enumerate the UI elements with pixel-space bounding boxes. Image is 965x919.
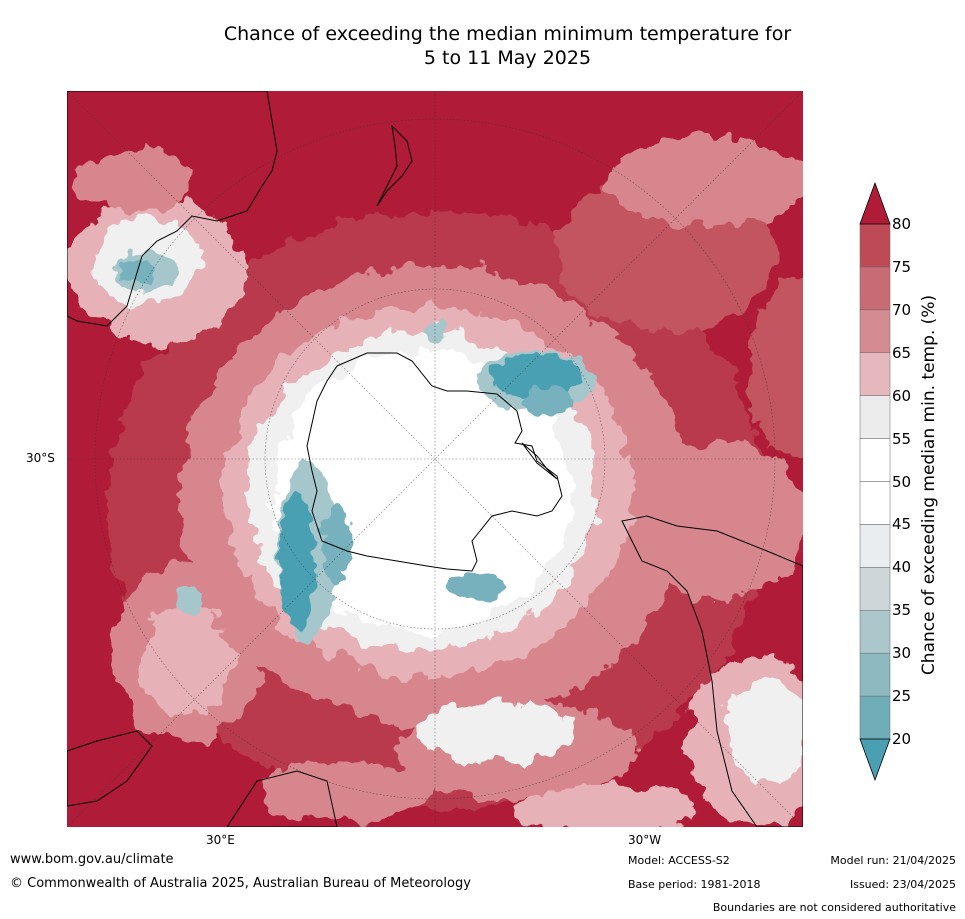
colorbar-segment	[859, 652, 891, 697]
issued-text: Issued: 23/04/2025	[849, 878, 956, 891]
antarctica-outline	[306, 352, 563, 572]
website-text: www.bom.gov.au/climate	[10, 852, 174, 867]
title-line-2: 5 to 11 May 2025	[423, 47, 592, 69]
lon-label-30w: 30°W	[628, 833, 662, 847]
colorbar-segment	[859, 266, 891, 311]
antarctic-peninsula-outline	[521, 442, 558, 480]
colorbar-segment	[859, 524, 891, 568]
colorbar-segment	[859, 438, 891, 482]
coastlines	[67, 91, 803, 827]
colorbar-tick-label: 35	[892, 601, 912, 620]
new-zealand-outline	[376, 124, 413, 207]
colorbar	[859, 181, 891, 782]
colorbar-tick-label: 30	[892, 644, 912, 663]
colorbar-tick-label: 75	[892, 257, 912, 276]
colorbar-segment	[859, 610, 891, 654]
probability-map	[67, 91, 803, 827]
model-text: Model: ACCESS-S2	[628, 854, 730, 867]
colorbar-tick-label: 25	[892, 687, 912, 706]
colorbar-segment	[859, 395, 891, 439]
colorbar-tick-label: 50	[892, 472, 912, 491]
lat-label-30s: 30°S	[26, 451, 55, 465]
disclaimer-text: Boundaries are not considered authoritat…	[712, 901, 956, 914]
colorbar-tick-label: 40	[892, 558, 912, 577]
low-probability-regions	[117, 251, 597, 641]
title-line-1: Chance of exceeding the median minimum t…	[223, 23, 792, 45]
africa-south-outline	[226, 770, 338, 827]
south-america-outline	[621, 515, 803, 827]
colorbar-tick-label: 70	[892, 300, 912, 319]
colorbar-tick-label: 55	[892, 429, 912, 448]
copyright-text: © Commonwealth of Australia 2025, Austra…	[10, 876, 471, 891]
australia-outline	[67, 91, 278, 327]
colorbar-top-arrow	[859, 181, 891, 225]
lon-label-30e: 30°E	[206, 833, 235, 847]
colorbar-tick-label: 60	[892, 386, 912, 405]
colorbar-segment	[859, 309, 891, 353]
colorbar-label: Chance of exceeding median min. temp. (%…	[919, 294, 939, 676]
colorbar-segment	[859, 567, 891, 611]
colorbar-bottom-arrow	[859, 738, 891, 782]
model-run-text: Model run: 21/04/2025	[830, 854, 956, 867]
colorbar-segment	[859, 695, 891, 740]
colorbar-tick-label: 20	[892, 730, 912, 748]
base-period-text: Base period: 1981-2018	[628, 878, 761, 891]
graticule	[67, 91, 803, 827]
colorbar-tick-label: 80	[892, 215, 912, 233]
colorbar-tick-label: 45	[892, 515, 912, 534]
africa-outline	[67, 730, 153, 807]
colorbar-segment	[859, 352, 891, 396]
colorbar-tick-label: 65	[892, 343, 912, 362]
map-svg	[67, 91, 803, 827]
probability-bands	[67, 136, 803, 827]
colorbar-segment	[859, 481, 891, 525]
colorbar-segment	[859, 223, 891, 268]
chart-title: Chance of exceeding the median minimum t…	[0, 22, 965, 70]
